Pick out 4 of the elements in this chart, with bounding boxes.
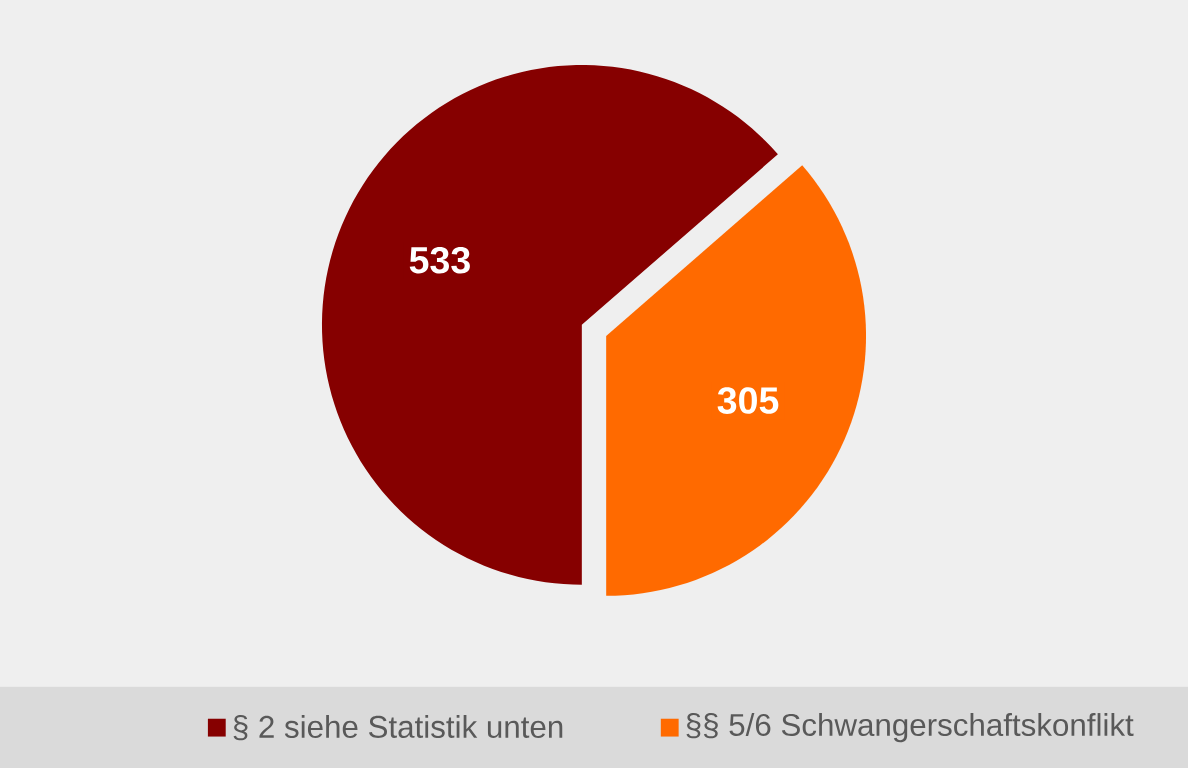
data-label: 305 (717, 387, 779, 414)
legend-label: § 2 siehe Statistik unten (233, 714, 563, 741)
legend-label: §§ 5/6 Schwangerschaftskonflikt (686, 712, 1134, 743)
data-label: 533 (409, 246, 470, 274)
